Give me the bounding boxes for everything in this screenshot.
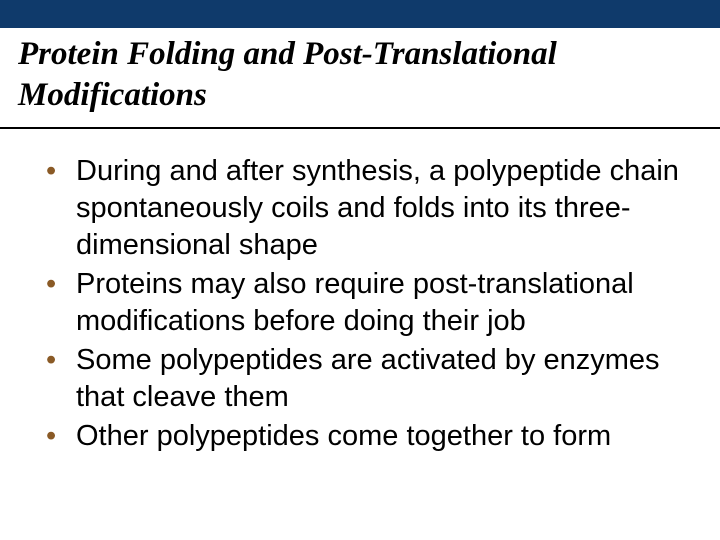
list-item: Some polypeptides are activated by enzym… bbox=[40, 342, 680, 416]
content-region: During and after synthesis, a polypeptid… bbox=[0, 129, 720, 456]
title-region: Protein Folding and Post-Translational M… bbox=[0, 28, 720, 129]
list-item: Other polypeptides come together to form bbox=[40, 418, 680, 455]
bullet-list: During and after synthesis, a polypeptid… bbox=[40, 153, 680, 456]
list-item: During and after synthesis, a polypeptid… bbox=[40, 153, 680, 264]
slide-title: Protein Folding and Post-Translational M… bbox=[18, 34, 702, 117]
header-bar bbox=[0, 0, 720, 28]
list-item: Proteins may also require post-translati… bbox=[40, 266, 680, 340]
